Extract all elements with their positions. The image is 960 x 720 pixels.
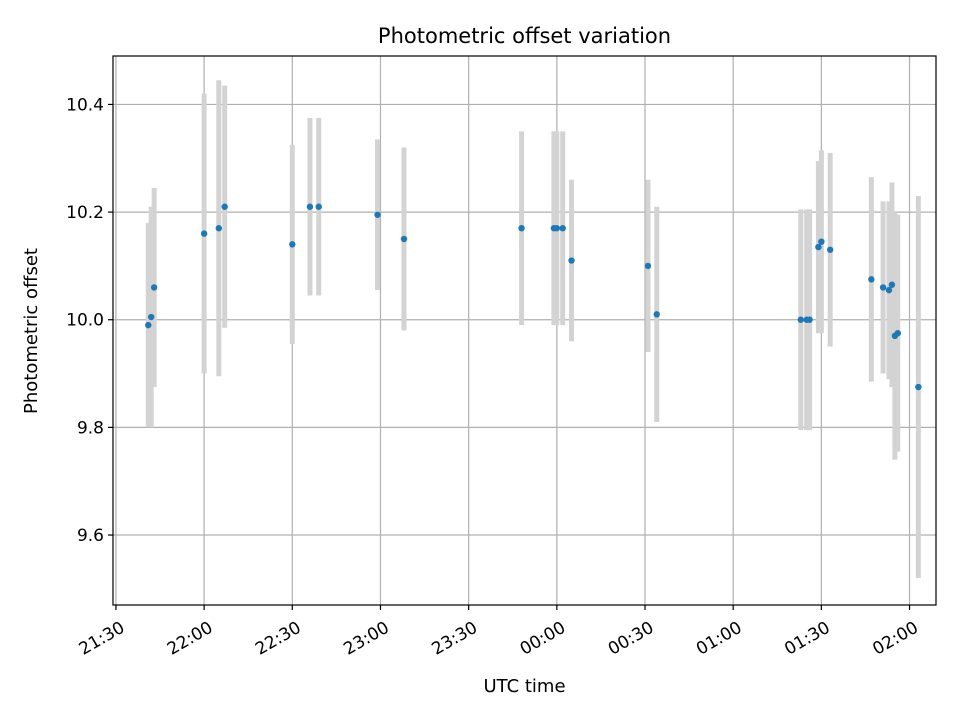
data-point [200, 230, 208, 237]
data-point [553, 225, 561, 232]
data-point [885, 286, 893, 294]
data-point [374, 211, 381, 218]
data-point [868, 276, 875, 283]
data-point [215, 225, 223, 232]
x-tick-label: 00:30 [605, 618, 657, 660]
y-axis-title: Photometric offset [21, 248, 42, 414]
data-point [894, 329, 901, 337]
data-point [289, 241, 296, 248]
data-point [797, 316, 804, 323]
grid [113, 56, 936, 605]
data-point [644, 262, 652, 270]
data-point [145, 321, 152, 329]
data-point [148, 313, 155, 321]
data-point [306, 203, 314, 210]
data-point [818, 238, 825, 245]
data-point [806, 316, 813, 323]
x-tick-label: 01:00 [693, 618, 745, 660]
x-tick-label: 00:00 [517, 618, 569, 660]
data-point [915, 383, 922, 391]
x-axis-title: UTC time [483, 676, 565, 697]
y-tick-label: 9.6 [77, 526, 104, 546]
data-point [826, 246, 834, 253]
errorbars [145, 80, 921, 579]
plot-frame [112, 55, 937, 606]
data-point [400, 235, 408, 243]
y-tick-label: 10.2 [66, 203, 104, 223]
chart-title: Photometric offset variation [378, 24, 671, 48]
x-tick-label: 21:30 [76, 618, 128, 660]
x-tick-label: 22:30 [252, 618, 304, 660]
data-points [145, 203, 922, 391]
x-tick-label: 22:00 [164, 618, 216, 660]
x-tick-label: 23:30 [429, 618, 481, 660]
x-tick-label: 01:30 [781, 618, 833, 660]
y-axis: 9.6 9.8 10.0 10.2 10.4 [66, 95, 113, 546]
x-axis: 21:30 22:00 22:30 23:00 23:30 00:00 00:30 01:00… [76, 605, 922, 660]
data-point [653, 311, 660, 318]
y-tick-label: 10.0 [66, 311, 104, 331]
data-point [221, 203, 228, 210]
x-tick-label: 02:00 [869, 618, 921, 660]
y-tick-label: 9.8 [77, 418, 104, 438]
x-tick-label: 23:00 [340, 618, 392, 660]
data-point [879, 284, 887, 291]
data-point [888, 281, 896, 288]
data-point [315, 203, 322, 210]
data-point [518, 225, 525, 232]
y-tick-label: 10.4 [66, 95, 104, 115]
data-point [559, 225, 566, 232]
data-point [815, 243, 822, 251]
data-point [150, 284, 158, 291]
data-point [568, 257, 575, 264]
